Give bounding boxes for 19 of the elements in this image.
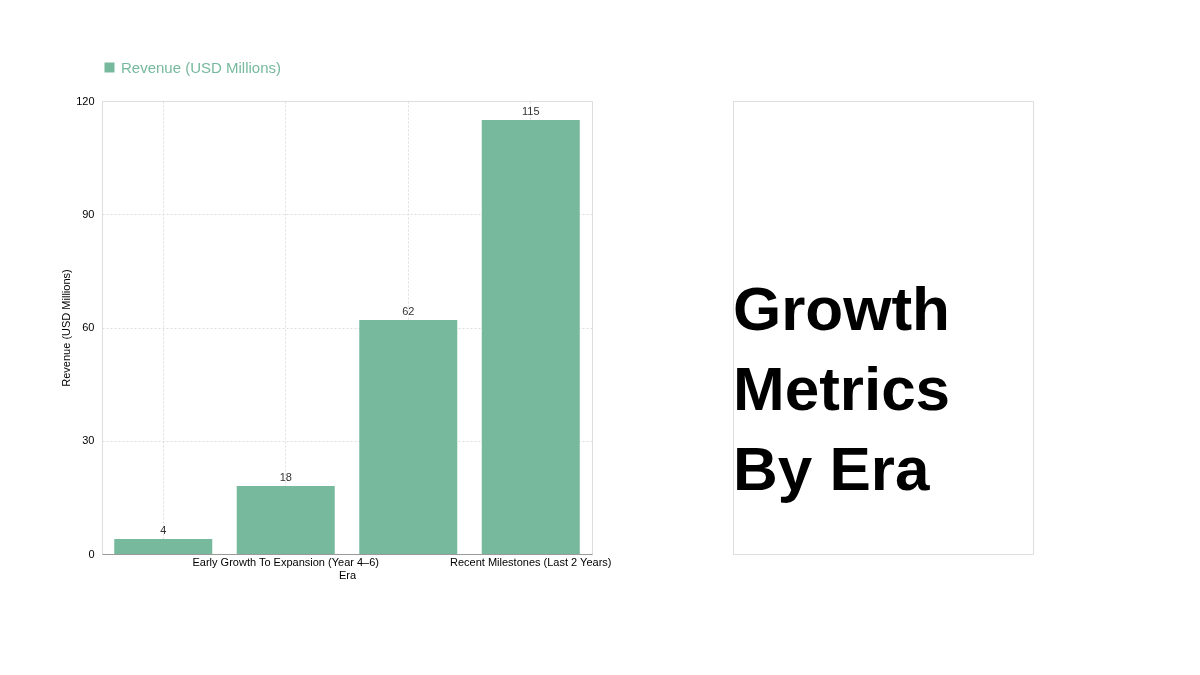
- bar: [481, 119, 580, 554]
- text: Growth Metrics By Era: [733, 274, 951, 503]
- y-tick-label: 0: [88, 547, 95, 560]
- legend-label: Revenue (USD Millions): [121, 58, 282, 76]
- y-tick-label: 60: [82, 321, 95, 333]
- y-tick-label: 30: [82, 434, 95, 447]
- x-tick-label: Early Growth To Expansion (Year 4–6): [192, 555, 379, 568]
- bar: [236, 486, 335, 554]
- bar: [359, 319, 458, 554]
- data-label: 18: [279, 471, 292, 484]
- x-tick-label: Recent Milestones (Last 2 Years): [450, 555, 612, 568]
- data-label: 115: [521, 104, 540, 117]
- y-tick-label: 120: [76, 94, 95, 107]
- y-tick-label: 90: [82, 207, 95, 220]
- y-axis-title: Revenue (USD Millions): [60, 269, 73, 387]
- x-axis-title: Era: [338, 568, 357, 581]
- data-label: 62: [402, 304, 415, 317]
- data-label: 4: [160, 523, 167, 536]
- bar: [114, 538, 213, 554]
